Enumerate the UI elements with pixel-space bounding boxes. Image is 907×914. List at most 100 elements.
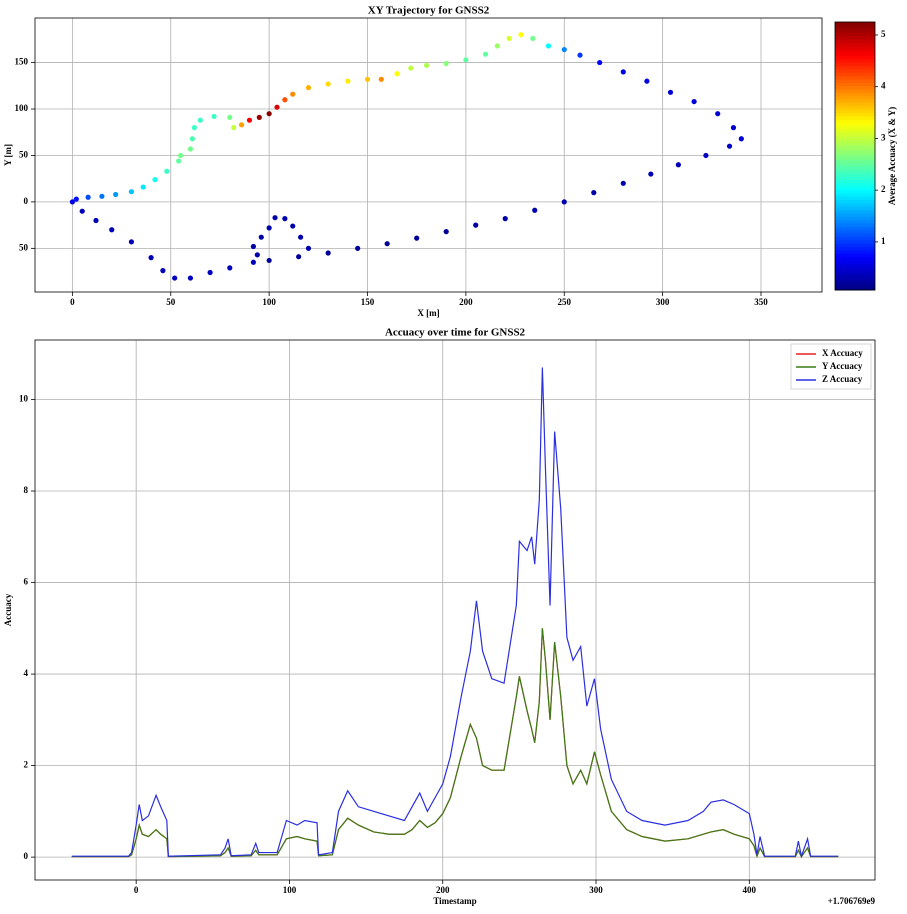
trajectory-point <box>211 113 217 120</box>
y-tick-label: 150 <box>15 57 29 67</box>
x-axis-label: X [m] <box>417 308 439 318</box>
trajectory-point <box>473 222 479 228</box>
trajectory-point <box>414 235 420 241</box>
x-tick-label: 250 <box>558 297 572 307</box>
colorbar-segment <box>835 206 875 211</box>
x-tick-label: 400 <box>743 885 757 895</box>
trajectory-point <box>274 104 280 110</box>
colorbar-segment <box>835 38 875 43</box>
trajectory-point <box>128 189 135 195</box>
colorbar-segment <box>835 52 875 56</box>
trajectory-point <box>506 35 512 42</box>
colorbar-segment <box>835 28 875 33</box>
y-tick-label: 50 <box>19 242 29 252</box>
colorbar-segment <box>835 179 875 184</box>
y-tick-label: 4 <box>24 668 29 678</box>
colorbar-segment <box>835 32 875 36</box>
trajectory-point <box>530 35 536 42</box>
series-line <box>71 628 839 859</box>
trajectory-point <box>69 199 75 205</box>
colorbar-segment <box>835 246 875 251</box>
colorbar-segment <box>835 78 875 83</box>
colorbar-segment <box>835 68 875 73</box>
colorbar-segment <box>835 162 875 167</box>
colorbar-segment <box>835 202 875 207</box>
trajectory-point <box>378 76 384 82</box>
colorbar-segment <box>835 243 875 247</box>
colorbar-segment <box>835 219 875 224</box>
colorbar-segment <box>835 182 875 187</box>
trajectory-point <box>254 252 260 258</box>
colorbar-segment <box>835 105 875 110</box>
trajectory-point <box>296 254 302 260</box>
trajectory-point <box>93 217 99 224</box>
trajectory-point <box>266 225 272 231</box>
trajectory-point <box>561 199 567 205</box>
trajectory-point <box>258 234 264 240</box>
colorbar-segment <box>835 145 875 150</box>
colorbar-segment <box>835 112 875 117</box>
colorbar-segment <box>835 233 875 237</box>
colorbar-segment <box>835 226 875 231</box>
x-tick-label: 0 <box>70 297 75 307</box>
colorbar-segment <box>835 212 875 217</box>
x-tick-label: 300 <box>589 885 603 895</box>
colorbar-segment <box>835 72 875 77</box>
x-tick-label: 300 <box>656 297 670 307</box>
trajectory-point <box>463 57 469 63</box>
trajectory-point <box>177 152 184 159</box>
colorbar-segment <box>835 142 875 147</box>
colorbar-segment <box>835 279 875 284</box>
trajectory-point <box>423 62 430 68</box>
colorbar-segment <box>835 99 875 103</box>
colorbar-segment <box>835 109 875 113</box>
trajectory-point <box>494 43 500 49</box>
colorbar-segment <box>835 95 875 100</box>
colorbar-segment <box>835 129 875 134</box>
trajectory-point <box>675 162 681 168</box>
colorbar-segment <box>835 89 875 93</box>
y-axis-label: Accuacy <box>3 593 13 626</box>
trajectory-point <box>620 180 626 186</box>
trajectory-point <box>298 234 304 240</box>
trajectory-point <box>99 193 105 199</box>
colorbar-segment <box>835 199 875 204</box>
colorbar-segment <box>835 192 875 197</box>
trajectory-point <box>726 143 733 149</box>
trajectory-point <box>282 97 288 103</box>
trajectory-point <box>597 59 603 66</box>
colorbar-segment <box>835 263 875 268</box>
colorbar-segment <box>835 159 875 164</box>
x-tick-label: 200 <box>436 885 450 895</box>
trajectory-point <box>85 194 91 200</box>
colorbar-segment <box>835 35 875 40</box>
trajectory-point <box>545 43 552 49</box>
trajectory-point <box>532 207 538 213</box>
trajectory-point <box>738 136 744 142</box>
trajectory-point <box>345 78 351 84</box>
trajectory-point <box>109 227 115 233</box>
x-tick-label: 150 <box>361 297 375 307</box>
trajectory-point <box>290 223 296 229</box>
trajectory-point <box>152 177 158 183</box>
trajectory-point <box>325 250 331 256</box>
colorbar-segment <box>835 132 875 137</box>
colorbar-segment <box>835 85 875 90</box>
colorbar-segment <box>835 55 875 60</box>
chart-title: XY Trajectory for GNSS2 <box>368 5 490 17</box>
trajectory-point <box>266 111 272 117</box>
trajectory-point <box>577 52 583 58</box>
colorbar-segment <box>835 273 875 278</box>
colorbar-label: Average Accuacy (X & Y) <box>887 107 897 205</box>
trajectory-point <box>246 117 253 123</box>
colorbar-segment <box>835 223 875 227</box>
colorbar-segment <box>835 42 875 46</box>
trajectory-point <box>715 111 721 117</box>
colorbar-segment <box>835 149 875 154</box>
colorbar-segment <box>835 249 875 254</box>
trajectory-point <box>189 136 195 142</box>
trajectory-point <box>305 245 312 251</box>
trajectory-point <box>518 32 524 38</box>
legend-label: Z Accuacy <box>822 374 863 384</box>
x-axis-label: Timestamp <box>433 896 476 906</box>
